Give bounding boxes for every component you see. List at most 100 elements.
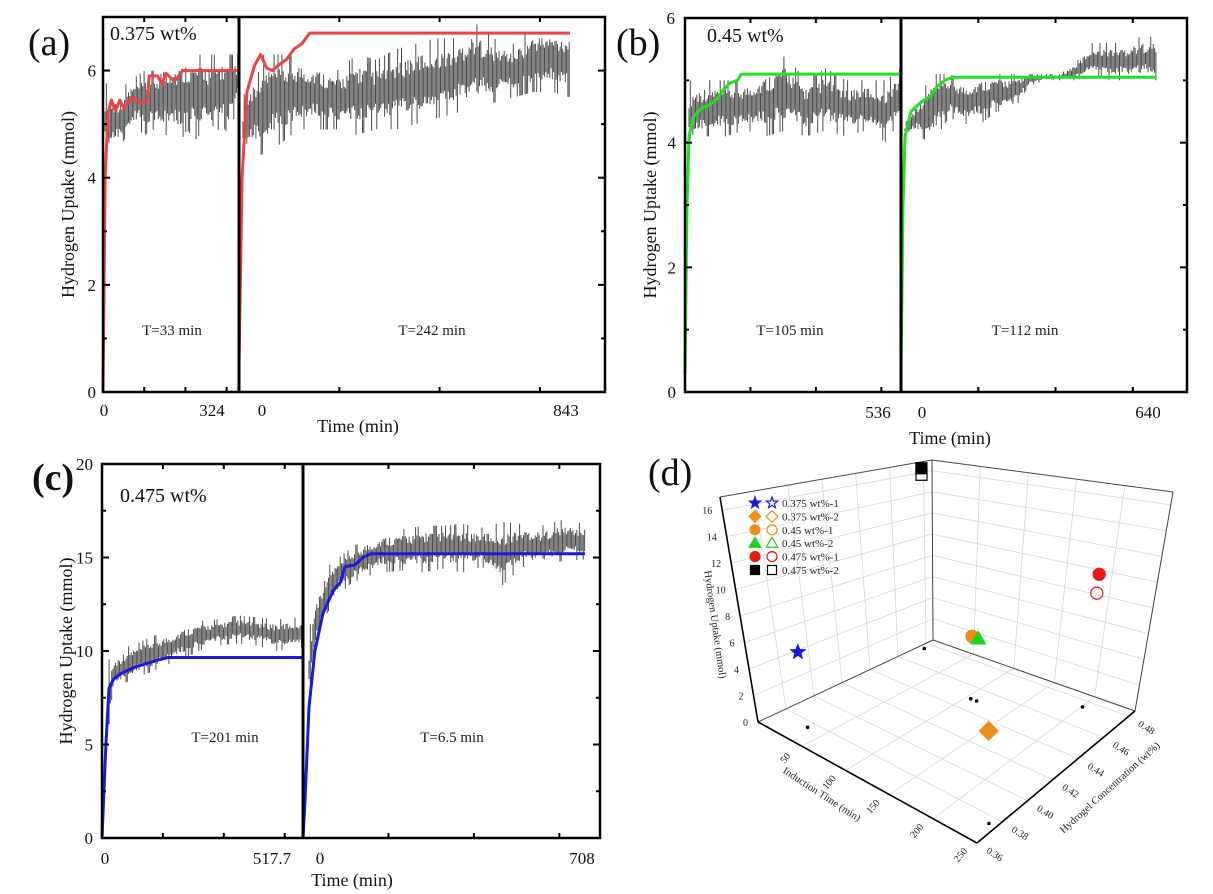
- wall-gridline: [1013, 472, 1029, 669]
- x-tick-label: 50: [778, 751, 793, 766]
- x-tick-label: 0: [100, 401, 109, 420]
- z-tick-label: 10: [716, 586, 726, 597]
- plot-frame: [101, 15, 607, 394]
- wall-gridline: [932, 491, 1167, 531]
- z-tick-label: 12: [711, 559, 721, 570]
- z-axis-line: [719, 496, 759, 723]
- legend-marker-open: [764, 495, 780, 510]
- wall-edge: [932, 639, 1136, 712]
- panel-a: T=33 min 0 324 T=242 min 0 843 0 2 4 6 Hydrogen Up…: [28, 15, 607, 437]
- wall-gridline: [753, 618, 934, 696]
- wall-gridline: [735, 533, 933, 590]
- y-tick-label: 0: [668, 383, 677, 402]
- x-tick-label: 250: [952, 846, 970, 865]
- induction-time-label: T=201 min: [191, 730, 259, 746]
- x-axis-line: [757, 721, 978, 844]
- y-tick-label: 0.46: [1110, 740, 1131, 759]
- wall-gridline: [731, 512, 933, 564]
- z-tick-label: 2: [739, 692, 744, 703]
- floor-gridline: [801, 653, 974, 747]
- y-tick-label: 0: [85, 829, 94, 848]
- wall-gridline: [748, 597, 933, 670]
- induction-time-label: T=112 min: [992, 323, 1059, 339]
- fit-curve: [101, 69, 239, 393]
- legend-marker-open: [765, 509, 779, 524]
- y-axis-title: Hydrogen Uptake (mmol): [640, 112, 661, 299]
- y-tick-label: 15: [76, 549, 93, 568]
- floor-projection-dot: [1080, 705, 1085, 709]
- x-axis-title: Time (min): [317, 416, 399, 437]
- fit-curve: [899, 75, 1156, 368]
- y-tick-label: 0.38: [1009, 824, 1030, 843]
- wall-gridline: [932, 597, 1145, 660]
- x-tick-label: 517.7: [253, 849, 292, 868]
- y-tick-label: 20: [76, 455, 93, 474]
- legend-marker-filled: [748, 536, 762, 548]
- x-tick-label: 0: [316, 849, 325, 868]
- x-axis-title: Induction Time (min): [780, 766, 862, 825]
- panel-label: (a): [28, 22, 70, 64]
- wall-gridline: [821, 479, 843, 683]
- wall-gridline: [744, 576, 933, 643]
- floor-projection-dot: [974, 699, 979, 703]
- wall-gridline: [932, 533, 1158, 583]
- y-tick-label: 0.48: [1136, 719, 1157, 738]
- wall-edge: [931, 459, 1174, 493]
- raw-data-trace: [104, 54, 240, 146]
- floor-projection-dot: [805, 725, 810, 730]
- legend: 0.375 wt%-10.375 wt%-2 0.45 wt%-10.45 wt%…: [747, 495, 839, 577]
- wall-gridline: [932, 618, 1140, 686]
- z-tick-label: 0: [743, 718, 748, 729]
- y-tick-label: 0: [88, 383, 97, 402]
- wall-gridline: [1094, 485, 1126, 697]
- raw-data-trace: [242, 24, 570, 155]
- y-tick-label: 0.36: [984, 846, 1005, 865]
- y-tick-label: 0.40: [1035, 803, 1056, 822]
- floor-projection-dot: [969, 696, 973, 701]
- wall-gridline: [932, 512, 1162, 557]
- legend-marker-open: [766, 524, 778, 536]
- panel-label: (b): [616, 22, 660, 64]
- x-tick-label: 843: [553, 401, 579, 420]
- floor-gridline: [925, 642, 1129, 717]
- legend-label: 0.375 wt%-2: [782, 511, 839, 523]
- panel-c: T=201 min 0 517.7 T=6.5 min 0 708 0 5 10 15 20 Hydr…: [32, 455, 602, 891]
- floor-gridline: [785, 708, 1003, 823]
- z-tick-label: 16: [702, 506, 712, 517]
- y-axis-line: [976, 710, 1136, 844]
- legend-label: 0.475 wt%-2: [782, 565, 839, 577]
- y-tick-label: 10: [76, 642, 93, 661]
- z-tick-label: 6: [730, 639, 735, 650]
- data-point-star-filled: [789, 643, 807, 660]
- raw-data-trace: [688, 56, 902, 142]
- fit-curve: [237, 31, 570, 366]
- floor-gridline: [889, 682, 1055, 795]
- panel-b: T=105 min 536 T=112 min 0 640 0 2 4 6 Hydrogen Up…: [616, 9, 1189, 449]
- wall-gridline: [1053, 479, 1077, 683]
- legend-marker-filled: [748, 509, 762, 524]
- wall-edge: [1134, 491, 1174, 712]
- z-tick-label: 14: [707, 533, 717, 544]
- floor-gridline: [932, 696, 1095, 820]
- legend-marker-open: [766, 551, 778, 563]
- y-tick-label: 6: [667, 9, 676, 28]
- concentration-annotation: 0.45 wt%: [707, 25, 784, 47]
- y-tick-label: 0.42: [1060, 782, 1081, 801]
- data-point-square-filled: [915, 462, 928, 475]
- y-tick-label: 4: [88, 169, 97, 188]
- legend-label: 0.375 wt%-1: [782, 498, 839, 510]
- x-tick-label: 200: [908, 822, 926, 841]
- wall-gridline: [932, 470, 1171, 506]
- z-tick-label: 8: [725, 612, 730, 623]
- y-axis-title: Hydrogen Uptake (mmol): [56, 558, 77, 745]
- z-tick-label: 4: [734, 665, 739, 676]
- x-axis-title: Time (min): [909, 428, 991, 449]
- wall-gridline: [973, 466, 981, 655]
- y-tick-label: 4: [668, 134, 677, 153]
- wall-gridline: [726, 491, 933, 538]
- raw-data-trace: [107, 615, 304, 725]
- x-tick-label: 708: [569, 849, 595, 868]
- y-axis-title: Hydrogen Uptake (mmol): [58, 111, 79, 298]
